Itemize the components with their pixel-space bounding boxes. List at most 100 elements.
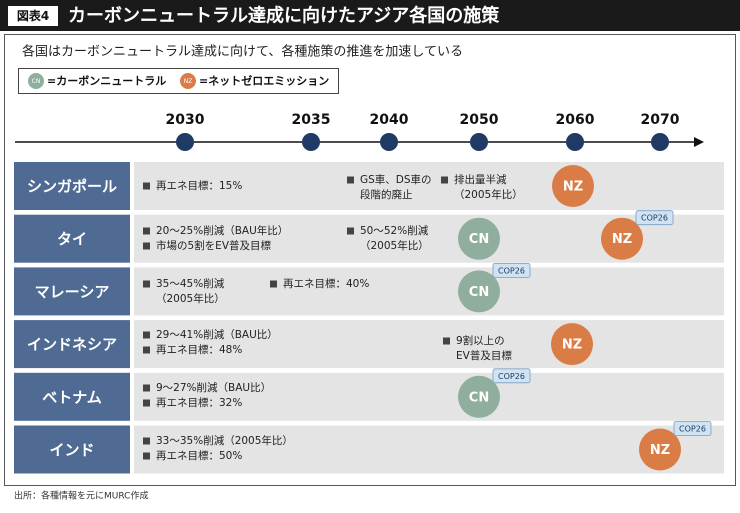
country-box bbox=[14, 214, 130, 263]
country-box bbox=[14, 425, 130, 474]
bullet bbox=[143, 280, 150, 288]
country-name: ベトナム bbox=[42, 388, 102, 406]
goal-label: NZ bbox=[612, 232, 632, 247]
note-text: 33～35%削減（2005年比） bbox=[156, 434, 293, 447]
legend-icon bbox=[180, 73, 196, 89]
year-dot bbox=[470, 133, 488, 151]
note-text: 50～52%削減 bbox=[360, 224, 429, 237]
goal-label: NZ bbox=[650, 443, 670, 458]
legend-text: =ネットゼロエミッション bbox=[199, 74, 329, 88]
row-band bbox=[134, 425, 724, 474]
goal-label: CN bbox=[469, 285, 489, 300]
country-name: タイ bbox=[57, 230, 87, 248]
country-name: シンガポール bbox=[27, 178, 117, 196]
goal-badge bbox=[552, 165, 594, 207]
year-dot bbox=[176, 133, 194, 151]
country-box bbox=[14, 372, 130, 421]
legend-box bbox=[18, 68, 339, 94]
note-text: 9割以上の bbox=[456, 334, 505, 347]
cop-tag-text: COP26 bbox=[498, 266, 525, 275]
cop-tag bbox=[492, 368, 531, 384]
note-text: 段階的廃止 bbox=[360, 188, 413, 201]
frame bbox=[4, 34, 736, 486]
row-band bbox=[134, 372, 724, 421]
note-text: 市場の5割をEV普及目標 bbox=[156, 239, 271, 252]
year-label: 2050 bbox=[460, 112, 499, 128]
figure-label: 図表4 bbox=[17, 8, 49, 23]
year-dot bbox=[302, 133, 320, 151]
bullet bbox=[270, 280, 277, 288]
country-box bbox=[14, 162, 130, 210]
source: 出所：各種情報を元にMURC作成 bbox=[14, 490, 148, 502]
goal-badge bbox=[601, 217, 643, 260]
note-text: EV普及目標 bbox=[456, 349, 512, 362]
title-bar bbox=[0, 0, 740, 31]
country-name: マレーシア bbox=[35, 283, 110, 301]
cop-tag-text: COP26 bbox=[498, 372, 525, 381]
bullet bbox=[143, 437, 150, 445]
goal-badge bbox=[551, 323, 593, 366]
country-box bbox=[14, 267, 130, 316]
year-label: 2030 bbox=[166, 112, 205, 128]
year-dot bbox=[380, 133, 398, 151]
year-label: 2060 bbox=[556, 112, 595, 128]
year-label: 2040 bbox=[370, 112, 409, 128]
row-band bbox=[134, 162, 724, 210]
country-name: インド bbox=[49, 441, 94, 459]
bullet bbox=[441, 176, 448, 184]
bullet bbox=[143, 346, 150, 354]
country-box bbox=[14, 320, 130, 369]
legend-text: =カーボンニュートラル bbox=[47, 74, 166, 88]
year-dot bbox=[566, 133, 584, 151]
bullet bbox=[143, 227, 150, 235]
cop-tag bbox=[673, 421, 712, 436]
goal-label: CN bbox=[469, 390, 489, 405]
cop-tag bbox=[635, 210, 674, 226]
bullet bbox=[143, 452, 150, 460]
note-text: 再エネ目標：40% bbox=[283, 277, 369, 290]
bullet bbox=[143, 384, 150, 392]
country-name: インドネシア bbox=[27, 336, 117, 354]
legend-symbol: CN bbox=[32, 78, 41, 85]
label-box bbox=[8, 6, 58, 26]
note-text: 排出量半減 bbox=[454, 173, 507, 186]
note-text: （2005年比） bbox=[156, 292, 225, 305]
bullet bbox=[347, 227, 354, 235]
subtitle: 各国はカーボンニュートラル達成に向けて、各種施策の推進を加速している bbox=[22, 44, 463, 60]
note-text: 35～45%削減 bbox=[156, 277, 225, 290]
goal-badge bbox=[639, 428, 681, 471]
note-text: 29～41%削減（BAU比） bbox=[156, 328, 278, 341]
goal-badge bbox=[458, 217, 500, 260]
note-text: （2005年比） bbox=[360, 239, 429, 252]
year-label: 2070 bbox=[641, 112, 680, 128]
year-dot bbox=[651, 133, 669, 151]
row-band bbox=[134, 267, 724, 316]
bullet bbox=[143, 242, 150, 250]
note-text: 再エネ目標：48% bbox=[156, 343, 242, 356]
bullet bbox=[443, 337, 450, 345]
note-text: 20～25%削減（BAU年比） bbox=[156, 224, 288, 237]
cop-tag-text: COP26 bbox=[679, 425, 706, 434]
timeline-arrow bbox=[694, 137, 704, 147]
row-band bbox=[134, 320, 724, 369]
legend-icon bbox=[28, 73, 44, 89]
note-text: 9～27%削減（BAU比） bbox=[156, 381, 271, 394]
goal-label: NZ bbox=[563, 180, 583, 195]
bullet bbox=[143, 399, 150, 407]
bullet bbox=[347, 176, 354, 184]
note-text: 再エネ目標：32% bbox=[156, 396, 242, 409]
cop-tag-text: COP26 bbox=[641, 214, 668, 223]
bullet bbox=[143, 331, 150, 339]
note-text: 再エネ目標：15% bbox=[156, 179, 242, 192]
legend-symbol: NZ bbox=[184, 78, 193, 85]
goal-badge bbox=[458, 270, 500, 313]
goal-label: NZ bbox=[562, 338, 582, 353]
goal-label: CN bbox=[469, 232, 489, 247]
note-text: 再エネ目標：50% bbox=[156, 449, 242, 462]
year-label: 2035 bbox=[292, 112, 331, 128]
note-text: GS車、DS車の bbox=[360, 173, 432, 186]
title: カーボンニュートラル達成に向けたアジア各国の施策 bbox=[68, 5, 500, 27]
note-text: （2005年比） bbox=[454, 188, 523, 201]
goal-badge bbox=[458, 375, 500, 418]
